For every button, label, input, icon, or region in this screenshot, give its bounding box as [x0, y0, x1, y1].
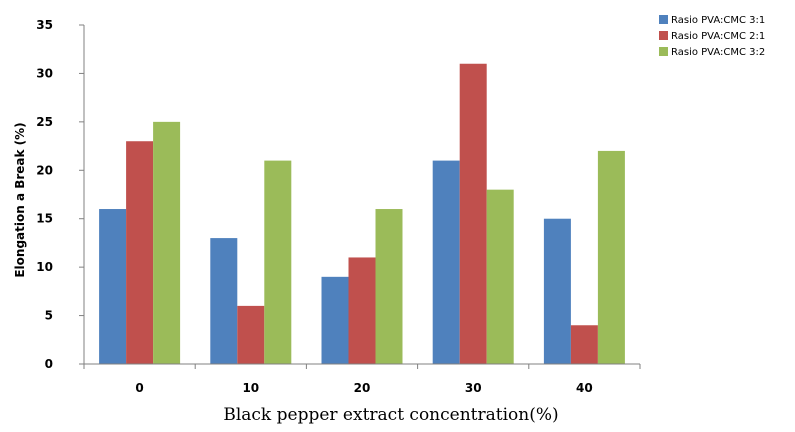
x-axis-label: Black pepper extract concentration(%): [223, 405, 558, 425]
bar-30-series-2: [459, 63, 487, 364]
bar-20-series-3: [375, 209, 403, 364]
y-ticks-group: 0 5 10 15 20 25 30 35: [36, 18, 84, 371]
x-tick-label: 20: [354, 381, 371, 395]
bar-10-series-1: [210, 238, 238, 364]
y-tick-label: 5: [45, 309, 53, 323]
bar-40-series-1: [543, 218, 571, 364]
bar-30-series-3: [486, 189, 514, 364]
legend-swatch: [659, 15, 668, 24]
bar-30-series-1: [432, 160, 460, 364]
bar-40-series-3: [597, 150, 625, 364]
y-tick-label: 30: [36, 66, 53, 80]
x-tick-label: 10: [242, 381, 259, 395]
y-tick-label: 35: [36, 18, 53, 32]
y-tick-label: 20: [36, 163, 53, 177]
bar-40-series-2: [570, 325, 598, 364]
x-tick-label: 30: [465, 381, 482, 395]
legend: Rasio PVA:CMC 3:1 Rasio PVA:CMC 2:1 Rasio …: [659, 15, 765, 58]
y-tick-label: 10: [36, 260, 53, 274]
bar-20-series-1: [321, 276, 349, 364]
legend-label: Rasio PVA:CMC 3:2: [671, 47, 765, 58]
bars-group: [99, 63, 625, 364]
x-tick-label: 40: [576, 381, 593, 395]
y-tick-label: 15: [36, 212, 53, 226]
bar-10-series-3: [264, 160, 292, 364]
bar-0-series-2: [126, 141, 154, 364]
y-axis-label: Elongation a Break (%): [13, 122, 27, 277]
y-tick-label: 0: [45, 357, 53, 371]
bar-20-series-2: [348, 257, 376, 364]
bar-0-series-3: [153, 121, 181, 364]
y-tick-label: 25: [36, 115, 53, 129]
bar-0-series-1: [99, 209, 127, 364]
legend-swatch: [659, 31, 668, 40]
legend-label: Rasio PVA:CMC 2:1: [671, 31, 765, 42]
x-tick-label: 0: [135, 381, 143, 395]
legend-label: Rasio PVA:CMC 3:1: [671, 15, 765, 26]
legend-swatch: [659, 47, 668, 56]
bar-10-series-2: [237, 305, 265, 364]
x-ticks-group: 0 10 20 30 40: [83, 364, 641, 395]
